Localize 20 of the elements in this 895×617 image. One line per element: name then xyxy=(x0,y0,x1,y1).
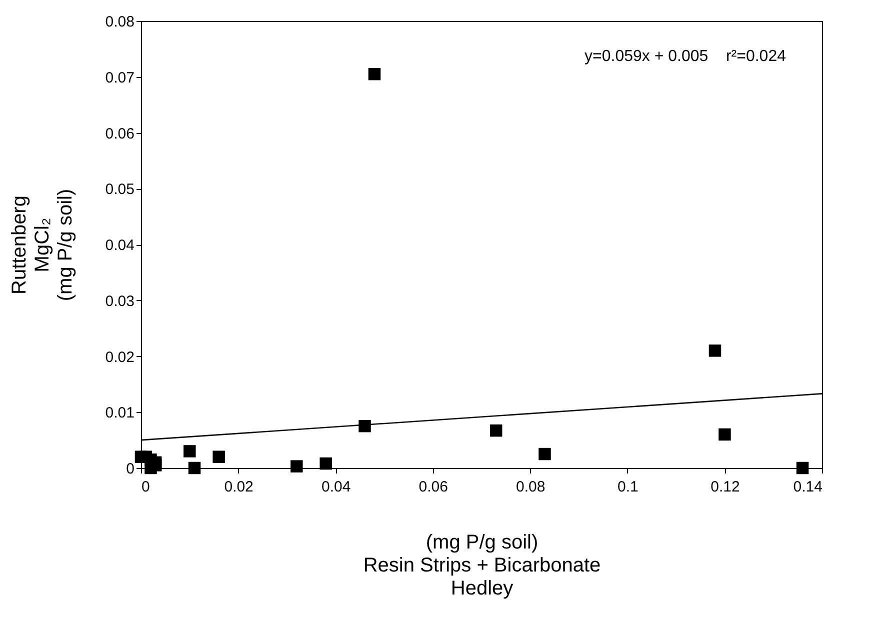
x-tick-label: 0.14 xyxy=(793,478,822,496)
y-tick-label: 0.01 xyxy=(105,404,134,422)
x-tick-label: 0.1 xyxy=(618,478,638,496)
x-tick-label: 0.04 xyxy=(321,478,351,496)
x-tick-label: 0.12 xyxy=(710,478,740,496)
y-tick-label: 0.03 xyxy=(105,292,134,310)
x-tick-label: 0 xyxy=(142,478,150,496)
x-tick-label: 0.08 xyxy=(516,478,546,496)
y-tick-label: 0 xyxy=(126,460,134,478)
y-tick-label: 0.08 xyxy=(105,14,134,30)
y-tick-label: 0.06 xyxy=(105,125,134,142)
y-tick-label: 0.02 xyxy=(105,348,134,366)
y-tick-label: 0.05 xyxy=(105,181,134,198)
y-axis-title: Ruttenberg MgCl₂ (mg P/g soil) xyxy=(8,188,76,302)
x-tick-label: 0.02 xyxy=(224,478,254,496)
x-axis-title: (mg P/g soil) Resin Strips + Bicarbonate Hedley xyxy=(363,532,601,600)
y-tick-label: 0.04 xyxy=(105,237,134,254)
y-tick-label: 0.07 xyxy=(105,69,134,86)
annotation: y=0.059x + 0.005 r²=0.024 xyxy=(584,48,786,65)
x-tick-label: 0.06 xyxy=(418,478,448,496)
